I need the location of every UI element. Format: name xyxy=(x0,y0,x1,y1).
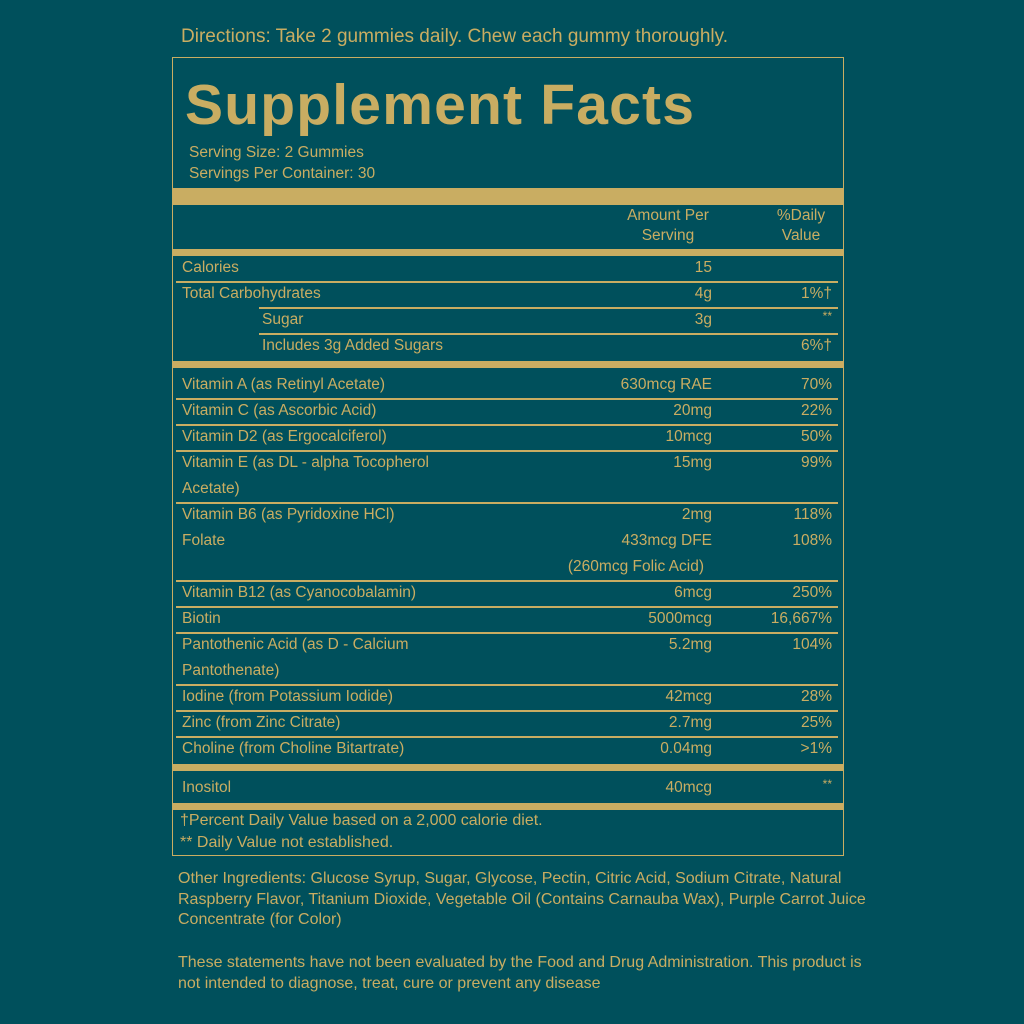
daily-value: 25% xyxy=(800,714,832,731)
fda-disclaimer: These statements have not been evaluated… xyxy=(178,954,862,992)
thick-divider xyxy=(173,803,843,810)
nutrient-amount: 10mcg xyxy=(665,428,712,445)
nutrient-amount: 2mg xyxy=(681,506,712,523)
amount-header-line2: Serving xyxy=(641,227,695,244)
row-divider xyxy=(176,632,838,634)
row-divider xyxy=(176,450,838,452)
nutrient-amount: (260mcg Folic Acid) xyxy=(567,558,704,575)
other-ingredients: Other Ingredients: Glucose Syrup, Sugar,… xyxy=(178,870,866,928)
nutrient-name: Choline (from Choline Bitartrate) xyxy=(182,740,405,757)
nutrient-amount: 630mcg RAE xyxy=(620,376,712,393)
nutrient-name: Total Carbohydrates xyxy=(182,285,321,302)
daily-value: 104% xyxy=(792,636,832,653)
daily-value: 70% xyxy=(800,376,832,393)
nutrient-amount: 6mcg xyxy=(674,584,712,601)
directions-text: Directions: Take 2 gummies daily. Chew e… xyxy=(181,26,729,47)
nutrient-name: Vitamin B6 (as Pyridoxine HCl) xyxy=(182,506,395,523)
nutrient-name: Inositol xyxy=(182,779,232,796)
amount-per-serving-header: Amount Per Serving xyxy=(608,206,728,246)
thick-divider xyxy=(173,764,843,771)
nutrient-name: Vitamin A (as Retinyl Acetate) xyxy=(182,376,386,393)
row-divider xyxy=(176,424,838,426)
nutrient-name: Folate xyxy=(182,532,226,549)
nutrient-amount: 20mg xyxy=(673,402,712,419)
row-divider xyxy=(176,502,838,504)
row-divider xyxy=(176,684,838,686)
nutrient-name: Zinc (from Zinc Citrate) xyxy=(182,714,341,731)
dv-header-line1: %Daily xyxy=(776,207,826,224)
dv-header-line2: Value xyxy=(781,227,821,244)
row-divider xyxy=(259,307,838,309)
daily-value: ** xyxy=(822,309,832,323)
nutrient-amount: 4g xyxy=(694,285,712,302)
nutrient-amount: 5.2mg xyxy=(668,636,712,653)
footnote-daily-value: †Percent Daily Value based on a 2,000 ca… xyxy=(180,812,543,829)
nutrient-amount: 40mcg xyxy=(665,779,712,796)
nutrient-amount: 15mg xyxy=(673,454,712,471)
daily-value: 22% xyxy=(800,402,832,419)
nutrient-name: Vitamin C (as Ascorbic Acid) xyxy=(182,402,377,419)
daily-value: 250% xyxy=(792,584,832,601)
nutrient-name: Iodine (from Potassium Iodide) xyxy=(182,688,394,705)
daily-value: >1% xyxy=(800,740,832,757)
supplement-facts-panel xyxy=(172,57,844,856)
nutrient-name: Vitamin E (as DL - alpha Tocopherol xyxy=(182,454,429,471)
row-divider xyxy=(176,710,838,712)
daily-value: 28% xyxy=(800,688,832,705)
row-divider xyxy=(176,580,838,582)
nutrient-name: Includes 3g Added Sugars xyxy=(262,337,443,354)
daily-value: 6%† xyxy=(800,337,832,354)
daily-value: ** xyxy=(822,777,832,791)
daily-value: 99% xyxy=(800,454,832,471)
nutrient-amount: 0.04mg xyxy=(660,740,712,757)
nutrient-amount: 42mcg xyxy=(665,688,712,705)
serving-size: Serving Size: 2 Gummies xyxy=(189,144,364,161)
daily-value: 108% xyxy=(792,532,832,549)
thick-divider xyxy=(173,361,843,368)
nutrient-amount: 15 xyxy=(694,259,712,276)
amount-header-line1: Amount Per xyxy=(627,207,709,224)
row-divider xyxy=(176,606,838,608)
servings-per-container: Servings Per Container: 30 xyxy=(189,165,376,182)
nutrient-amount: 2.7mg xyxy=(668,714,712,731)
row-divider xyxy=(176,398,838,400)
daily-value: 1%† xyxy=(800,285,832,302)
nutrient-name: Biotin xyxy=(182,610,221,627)
nutrient-name: Pantothenate) xyxy=(182,662,280,679)
daily-value: 50% xyxy=(800,428,832,445)
row-divider xyxy=(176,736,838,738)
nutrient-name: Sugar xyxy=(262,311,304,328)
daily-value: 118% xyxy=(793,506,833,523)
footnote-not-established: ** Daily Value not established. xyxy=(180,834,394,851)
thick-divider xyxy=(173,188,843,205)
nutrient-amount: 433mcg DFE xyxy=(621,532,712,549)
row-divider xyxy=(176,281,838,283)
row-divider xyxy=(259,333,838,335)
panel-title: Supplement Facts xyxy=(185,73,696,137)
nutrient-amount: 3g xyxy=(694,311,712,328)
nutrient-amount: 5000mcg xyxy=(648,610,712,627)
thick-divider xyxy=(173,249,843,256)
nutrient-name: Acetate) xyxy=(182,480,240,497)
daily-value: 16,667% xyxy=(770,610,832,627)
nutrient-name: Vitamin D2 (as Ergocalciferol) xyxy=(182,428,387,445)
daily-value-header: %Daily Value xyxy=(760,206,842,246)
nutrient-name: Pantothenic Acid (as D - Calcium xyxy=(182,636,409,653)
nutrient-name: Calories xyxy=(182,259,239,276)
nutrient-name: Vitamin B12 (as Cyanocobalamin) xyxy=(182,584,417,601)
